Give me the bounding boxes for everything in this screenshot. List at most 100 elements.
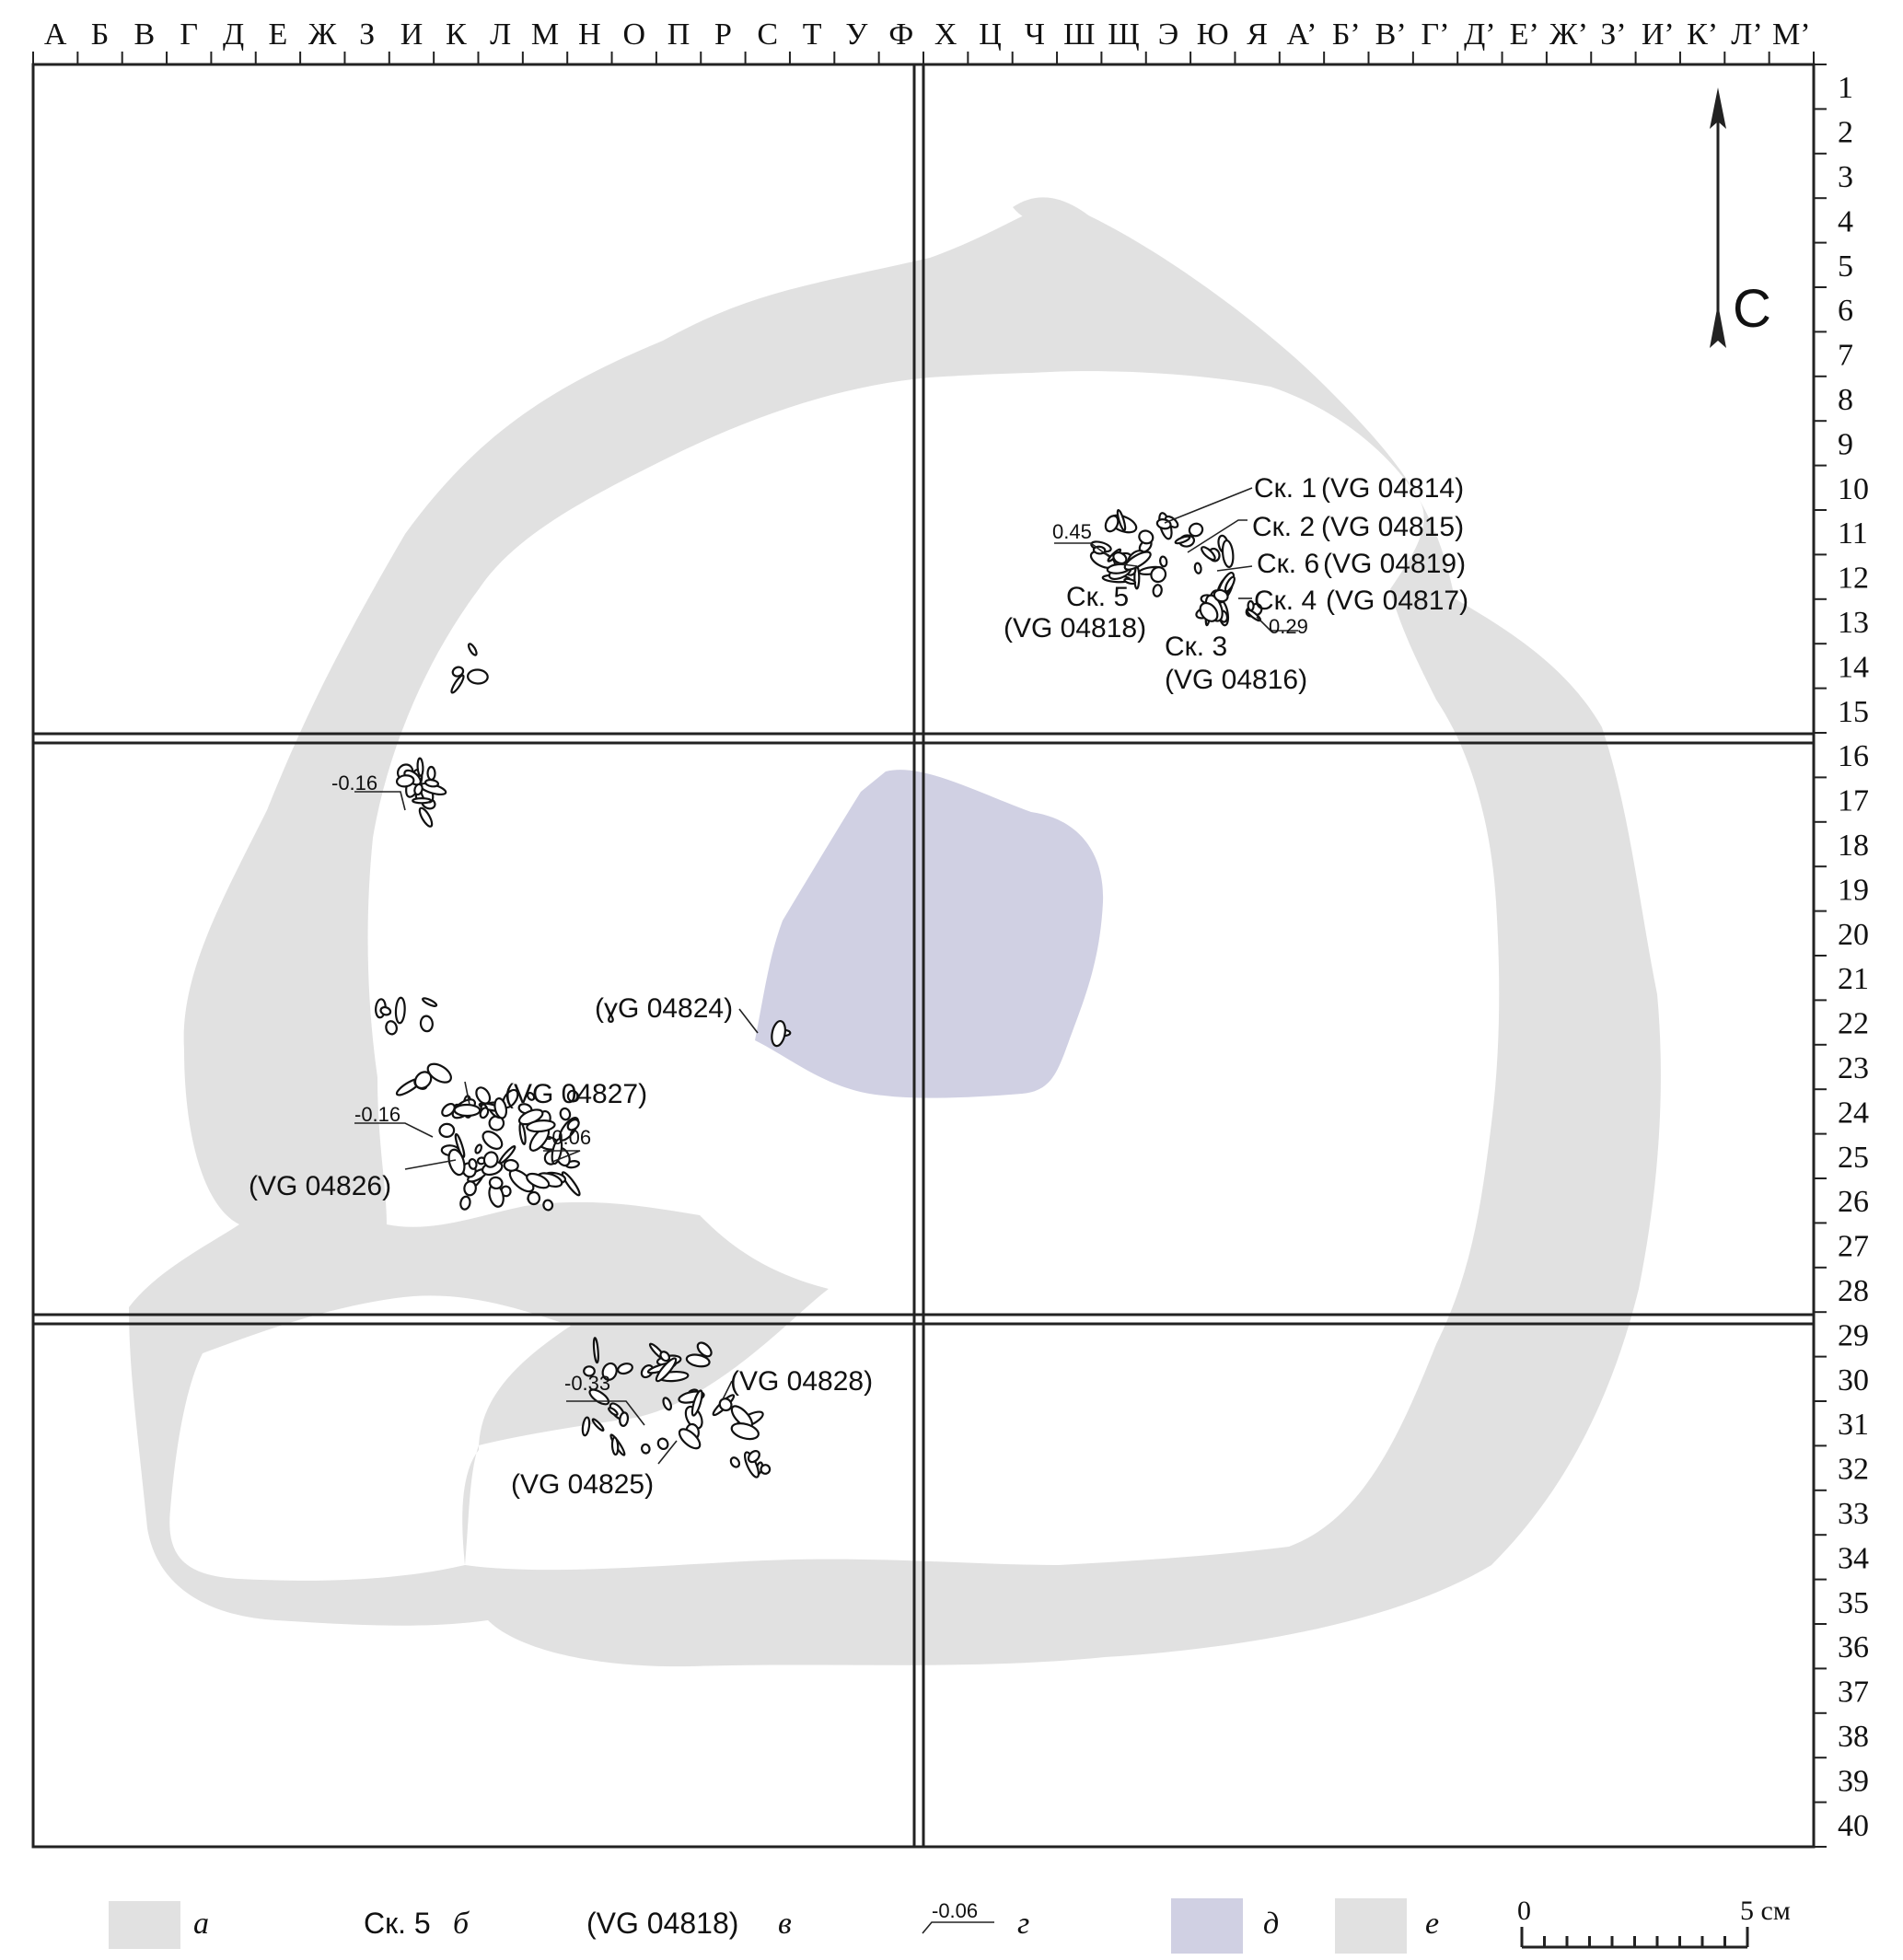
legend-letter-v: в <box>778 1907 792 1941</box>
artefact-fragment <box>426 1062 452 1084</box>
artefact-fragment <box>1116 508 1127 532</box>
row-label: 7 <box>1838 339 1853 373</box>
row-label: 27 <box>1838 1230 1869 1264</box>
row-label: 26 <box>1838 1185 1869 1219</box>
artefact-fragment <box>690 1389 703 1417</box>
column-label: Ц <box>979 17 1002 52</box>
artefact-fragment <box>1150 566 1167 584</box>
artefact-fragment <box>479 1107 490 1119</box>
label-vg04824: (ɣG 04824) <box>595 993 733 1024</box>
artefact-fragment <box>441 1102 456 1118</box>
elevation-minus006: -0.06 <box>545 1126 591 1149</box>
artefact-fragment <box>1123 577 1137 586</box>
scale-end-label: 5 см <box>1740 1896 1791 1926</box>
artefact-fragment <box>583 1365 596 1377</box>
column-label: А’ <box>1287 17 1317 52</box>
artefact-fragment <box>1104 515 1120 533</box>
column-label: В’ <box>1375 17 1407 52</box>
artefact-fragment <box>394 996 406 1025</box>
artefact-fragment <box>463 1180 477 1197</box>
column-label: Д’ <box>1464 17 1496 52</box>
scale-bar: 0 5 см <box>1517 1896 1791 1949</box>
artefact-fragment <box>488 1176 504 1190</box>
row-label: 12 <box>1838 562 1869 596</box>
artefact-fragment <box>678 1428 702 1450</box>
column-label: В <box>134 17 156 52</box>
row-label: 24 <box>1838 1096 1869 1130</box>
artefact-fragment <box>468 1157 478 1170</box>
row-label: 3 <box>1838 160 1853 194</box>
artefact-fragment <box>385 1020 398 1036</box>
column-label: Н <box>578 17 601 52</box>
artefact-fragment <box>566 1089 579 1103</box>
artefact-fragment <box>591 1418 605 1432</box>
row-label: 15 <box>1838 695 1869 729</box>
artefact-fragment <box>619 1411 630 1427</box>
label-sk2: Ск. 2 <box>1252 512 1315 542</box>
artefact-fragment <box>438 1122 456 1139</box>
label-vg04817: (VG 04817) <box>1326 586 1468 616</box>
column-label: Э <box>1158 17 1178 52</box>
artefact-fragment <box>1201 546 1216 562</box>
artefact-fragment <box>447 1148 466 1177</box>
legend-sample-b: Ск. 5 <box>364 1907 431 1940</box>
label-vg04827: (VG 04827) <box>505 1079 647 1109</box>
legend-letter-a: а <box>193 1907 209 1941</box>
column-label: И <box>400 17 424 52</box>
artefact-fragment <box>608 1407 619 1417</box>
row-label: 9 <box>1838 427 1853 461</box>
row-label: 32 <box>1838 1453 1869 1487</box>
label-sk1: Ск. 1 <box>1254 473 1317 504</box>
column-label: Т <box>803 17 822 52</box>
row-label: 17 <box>1838 784 1869 818</box>
artefact-fragment <box>1224 575 1236 593</box>
artefact-fragment <box>498 1145 516 1165</box>
row-label: 29 <box>1838 1318 1869 1352</box>
column-label: Б <box>91 17 110 52</box>
elevation-minus016-a: -0.16 <box>331 771 377 794</box>
column-label: Х <box>934 17 957 52</box>
column-label: Р <box>714 17 732 52</box>
artefact-fragment <box>1193 562 1202 574</box>
label-vg04825: (VG 04825) <box>511 1469 654 1500</box>
artefact-fragment <box>1174 535 1191 545</box>
column-label: К <box>446 17 467 52</box>
artefact-fragment <box>561 1171 581 1197</box>
label-vg04819: (VG 04819) <box>1323 549 1466 579</box>
row-label: 23 <box>1838 1051 1869 1085</box>
artefact-fragment <box>559 1107 572 1121</box>
artefact-fragment <box>454 1132 466 1158</box>
column-label: Г <box>180 17 198 52</box>
row-label: 39 <box>1838 1764 1869 1798</box>
artefact-fragment <box>1138 529 1155 545</box>
row-label: 18 <box>1838 829 1869 863</box>
column-label: Ж’ <box>1549 17 1588 52</box>
label-vg04826: (VG 04826) <box>249 1171 391 1201</box>
row-label: 16 <box>1838 739 1869 773</box>
artefact-fragment <box>450 674 465 694</box>
artefact-fragment <box>482 1131 504 1150</box>
column-label: З’ <box>1600 17 1626 52</box>
column-label: Ч <box>1025 17 1045 52</box>
artefact-fragment <box>493 1096 508 1119</box>
label-vg04814: (VG 04814) <box>1321 473 1464 504</box>
artefact-fragment <box>527 1190 541 1206</box>
artefact-fragment <box>581 1416 591 1437</box>
column-label: М <box>531 17 559 52</box>
column-label: Ю <box>1197 17 1229 52</box>
artefact-fragment <box>617 1363 633 1375</box>
column-label: У <box>845 17 868 52</box>
legend-letter-b: б <box>453 1907 470 1941</box>
row-label: 5 <box>1838 249 1853 284</box>
artefact-fragment <box>467 668 489 685</box>
row-label: 25 <box>1838 1141 1869 1175</box>
row-label: 8 <box>1838 383 1853 417</box>
artefact-fragment <box>1213 588 1229 603</box>
artefact-fragment <box>467 643 478 656</box>
row-label: 37 <box>1838 1676 1869 1710</box>
annotations: Ск. 1 (VG 04814) Ск. 2 (VG 04815) Ск. 6 … <box>249 473 1468 1500</box>
column-label: П <box>667 17 690 52</box>
artefact-fragment <box>1112 551 1128 565</box>
row-label: 2 <box>1838 116 1853 150</box>
row-label: 35 <box>1838 1586 1869 1620</box>
